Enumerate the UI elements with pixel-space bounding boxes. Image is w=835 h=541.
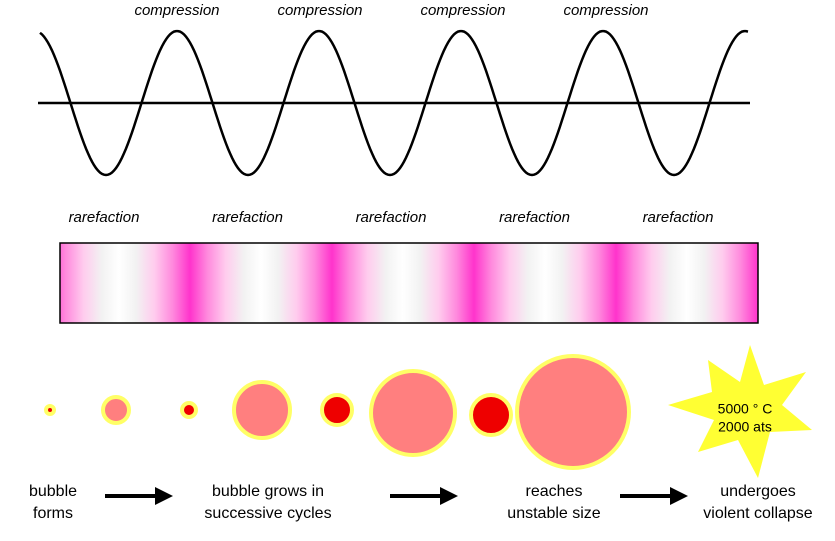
- bubble: [515, 354, 631, 470]
- bubble: [469, 393, 513, 437]
- compression-label: compression: [277, 2, 362, 19]
- bubble: [369, 369, 457, 457]
- pressure-band: [59, 242, 759, 324]
- rarefaction-label: rarefaction: [212, 209, 283, 226]
- rarefaction-label: rarefaction: [499, 209, 570, 226]
- bubble: [44, 404, 56, 416]
- stage-label: successive cycles: [204, 505, 331, 522]
- rarefaction-labels: rarefaction rarefaction rarefaction rarefac…: [69, 209, 714, 226]
- arrow: [105, 494, 157, 498]
- rarefaction-label: rarefaction: [356, 209, 427, 226]
- rarefaction-label: rarefaction: [69, 209, 140, 226]
- rarefaction-label: rarefaction: [643, 209, 714, 226]
- arrow: [390, 494, 442, 498]
- arrows: [105, 487, 688, 505]
- bubble: [180, 401, 198, 419]
- stage-label: violent collapse: [703, 505, 813, 522]
- collapse-text: 2000 ats: [718, 419, 772, 435]
- collapse-star: [668, 345, 812, 478]
- arrow-head: [440, 487, 458, 505]
- stage-label: bubble grows in: [212, 483, 324, 500]
- bubbles: [44, 354, 631, 470]
- arrow: [620, 494, 672, 498]
- compression-labels: compression compression compression compres…: [134, 2, 648, 19]
- compression-label: compression: [420, 2, 505, 19]
- arrow-head: [670, 487, 688, 505]
- bubble: [101, 395, 131, 425]
- bubble: [320, 393, 354, 427]
- stage-label: bubble: [29, 483, 77, 500]
- compression-label: compression: [134, 2, 219, 19]
- stage-label: undergoes: [720, 483, 796, 500]
- stage-label: reaches: [526, 483, 583, 500]
- stage-label: unstable size: [507, 505, 600, 522]
- bubble: [232, 380, 292, 440]
- stage-labels: bubble forms bubble grows in successive cyc…: [29, 483, 813, 522]
- arrow-head: [155, 487, 173, 505]
- collapse-text: 5000 ° C: [718, 401, 773, 417]
- sine-wave: [39, 29, 749, 177]
- stage-label: forms: [33, 505, 73, 522]
- compression-label: compression: [563, 2, 648, 19]
